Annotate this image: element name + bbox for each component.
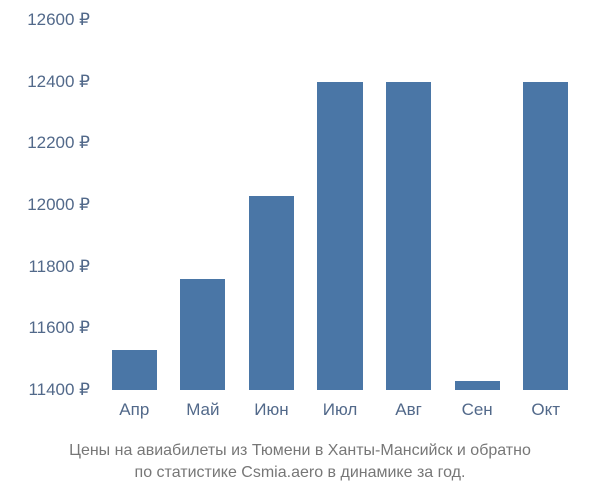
- y-tick-label: 12000 ₽: [27, 195, 90, 215]
- y-tick-label: 12400 ₽: [27, 72, 90, 92]
- y-tick-label: 12200 ₽: [27, 133, 90, 153]
- bar: [386, 82, 431, 390]
- x-tick-label: Окт: [531, 400, 560, 420]
- plot-area: [100, 20, 580, 390]
- x-tick-label: Апр: [119, 400, 149, 420]
- bar: [180, 279, 225, 390]
- caption-line-1: Цены на авиабилеты из Тюмени в Ханты-Ман…: [69, 442, 531, 459]
- y-tick-label: 11800 ₽: [28, 257, 90, 277]
- y-tick-label: 11400 ₽: [28, 380, 90, 400]
- bar: [523, 82, 568, 390]
- y-tick-label: 12600 ₽: [27, 10, 90, 30]
- bar: [249, 196, 294, 390]
- y-tick-label: 11600 ₽: [28, 318, 90, 338]
- x-tick-label: Июн: [254, 400, 288, 420]
- chart-caption: Цены на авиабилеты из Тюмени в Ханты-Ман…: [0, 440, 600, 485]
- bar: [112, 350, 157, 390]
- caption-line-2: по статистике Csmia.aero в динамике за г…: [135, 464, 466, 481]
- bar: [455, 381, 500, 390]
- x-tick-label: Июл: [323, 400, 358, 420]
- bar: [317, 82, 362, 390]
- price-chart: 11400 ₽ 11600 ₽ 11800 ₽ 12000 ₽ 12200 ₽ 12400…: [0, 0, 600, 500]
- x-tick-label: Авг: [395, 400, 422, 420]
- x-tick-label: Сен: [462, 400, 493, 420]
- x-tick-label: Май: [186, 400, 219, 420]
